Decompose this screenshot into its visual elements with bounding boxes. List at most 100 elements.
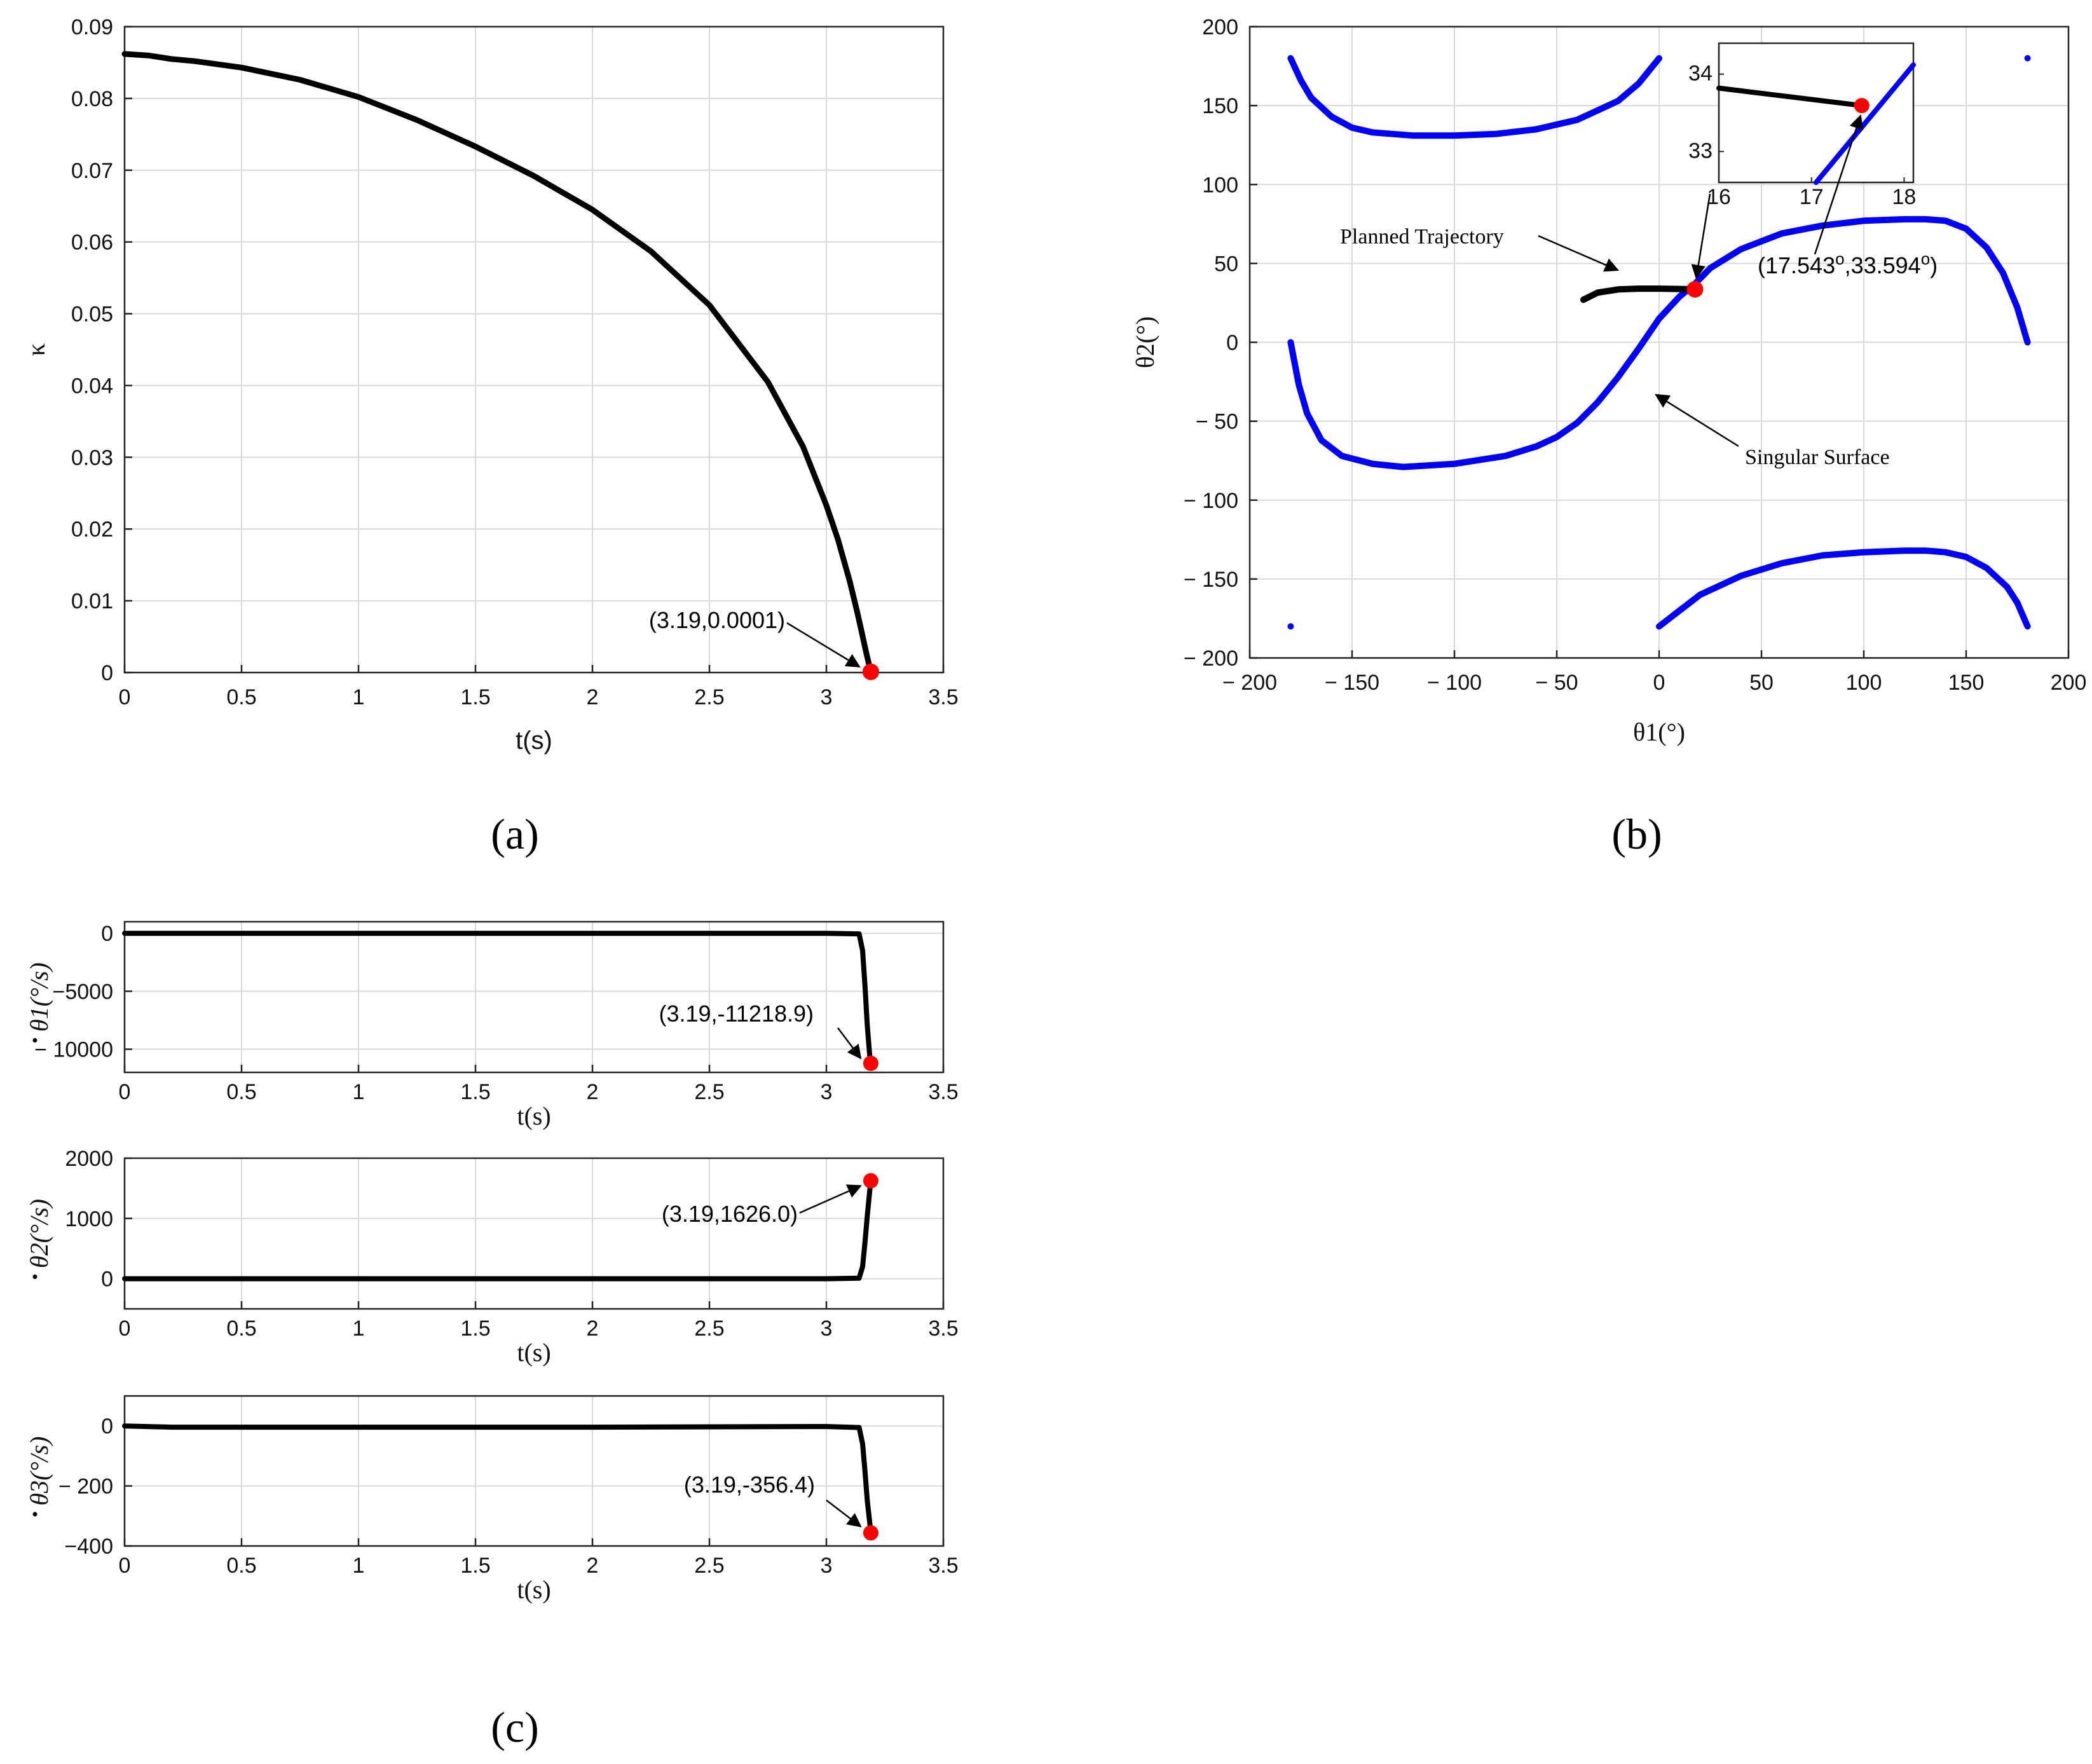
x-tick-label: − 200 <box>1222 671 1277 695</box>
series-line <box>122 1423 873 1536</box>
x-tick-label: 0.5 <box>226 1316 256 1341</box>
x-tick-label: 0 <box>1653 671 1665 695</box>
x-tick-label: 100 <box>1846 671 1882 695</box>
x-tick-label: 3 <box>821 1316 833 1341</box>
coordinate-part: ,33.594 <box>1845 252 1921 278</box>
x-tick-label: 0 <box>119 1316 131 1341</box>
isolated-point <box>2024 55 2031 62</box>
y-tick-label: 0 <box>1226 331 1238 355</box>
intersection-coordinate-label: (17.543o,33.594o) <box>1758 249 1938 278</box>
y-axis-label: θ3(°/s) <box>25 1437 53 1506</box>
endpoint-marker <box>863 1525 879 1541</box>
planned-trajectory-label: Planned Trajectory <box>1340 225 1504 249</box>
plot-area <box>125 27 943 673</box>
series-line <box>122 1178 873 1282</box>
panel-label-c: (c) <box>491 1703 538 1751</box>
y-tick-label: − 100 <box>1184 489 1238 513</box>
x-axis-label: θ1(°) <box>1633 718 1685 746</box>
plot-area <box>125 922 943 1072</box>
derivative-dot <box>32 1275 38 1279</box>
plot-area <box>125 1158 943 1309</box>
y-tick-label: 0.01 <box>71 589 113 613</box>
y-tick-label: 0.04 <box>71 374 113 398</box>
x-tick-label: 2 <box>587 1080 599 1104</box>
chart-theta-space: − 200 − 150 − 100 − 50 0 50 100 150 200 − 200 − 15… <box>1131 15 2086 746</box>
x-tick-label: 150 <box>1948 671 1985 695</box>
x-tick-label: 2.5 <box>694 1554 724 1578</box>
y-tick-label: 0.03 <box>71 446 113 470</box>
y-tick-label: 0.02 <box>71 517 113 542</box>
series-line <box>1580 285 1699 303</box>
inset-series-line <box>1716 85 1864 109</box>
inset-series-line <box>1814 62 1916 185</box>
series-line <box>1656 547 2031 630</box>
y-axis-label: θ1(°/s) <box>25 962 53 1032</box>
y-tick-label: 0 <box>101 1414 113 1439</box>
x-tick-label: 50 <box>1749 671 1774 695</box>
singular-surface-label: Singular Surface <box>1745 446 1890 469</box>
annotation-label: (3.19,1626.0) <box>662 1201 798 1227</box>
y-axis-label: θ2(°/s) <box>25 1199 53 1268</box>
annotation-arrow <box>786 622 861 668</box>
x-tick-label: 0 <box>119 1080 131 1104</box>
x-tick-label: 3 <box>821 685 833 709</box>
x-tick-label: 3 <box>821 1080 833 1104</box>
axes-frame <box>123 1395 945 1547</box>
singular-surface-arrow <box>1655 393 1739 448</box>
x-axis-label: t(s) <box>516 727 552 755</box>
series-line <box>1287 215 2031 470</box>
coordinate-part: ) <box>1930 252 1938 278</box>
x-tick-label: 3 <box>821 1554 833 1578</box>
inset-x-tick-label: 17 <box>1800 185 1824 209</box>
x-tick-label: 0 <box>119 1554 131 1578</box>
y-tick-label: 100 <box>1202 173 1238 197</box>
x-tick-label: 1 <box>353 1316 365 1341</box>
x-tick-label: 1.5 <box>460 685 490 709</box>
inset-x-tick-label: 16 <box>1707 185 1731 209</box>
y-tick-label: − 200 <box>58 1475 113 1499</box>
y-tick-label: 1000 <box>65 1207 113 1231</box>
planned-trajectory-arrow <box>1538 235 1620 272</box>
intersection-marker <box>1686 281 1704 298</box>
x-axis-label: t(s) <box>517 1575 550 1604</box>
endpoint-marker <box>863 1173 879 1189</box>
y-tick-label: 0 <box>101 1268 113 1292</box>
annotation-arrow <box>799 1184 862 1214</box>
coordinate-part: o <box>1921 249 1930 268</box>
x-tick-label: 2 <box>587 1554 599 1578</box>
y-tick-label: 50 <box>1214 252 1238 276</box>
x-tick-label: 1 <box>353 685 365 709</box>
x-axis-label: t(s) <box>517 1338 550 1367</box>
coordinate-part: o <box>1835 249 1844 268</box>
derivative-dot <box>32 1038 38 1043</box>
x-tick-label: 3.5 <box>928 1554 958 1578</box>
y-tick-label: 150 <box>1202 94 1238 118</box>
x-tick-label: 0.5 <box>226 1080 256 1104</box>
y-axis-label: θ2(°) <box>1131 317 1159 369</box>
series-line <box>121 51 874 675</box>
x-tick-label: 3.5 <box>928 685 958 709</box>
y-tick-label: 0.07 <box>71 159 113 183</box>
x-tick-label: 2 <box>587 685 599 709</box>
x-tick-label: 200 <box>2051 671 2087 695</box>
y-tick-label: 0.09 <box>71 15 113 39</box>
axes-frame <box>123 920 945 1074</box>
y-tick-label: − 150 <box>1184 568 1238 592</box>
inset-y-tick-label: 33 <box>1688 139 1713 163</box>
inset-y-tick-label: 34 <box>1688 62 1713 86</box>
series-line <box>1287 55 1662 139</box>
x-tick-label: 1.5 <box>460 1554 490 1578</box>
x-tick-label: − 150 <box>1325 671 1379 695</box>
y-tick-label: 0.06 <box>71 231 113 255</box>
annotation-label: (3.19,-356.4) <box>684 1472 815 1498</box>
chart-theta2-rate: 0 0.5 1 1.5 2 2.5 3 3.5 0 1000 2000 t(s) θ2(°/s) (3.1… <box>25 1147 959 1367</box>
x-tick-label: 2.5 <box>694 1080 724 1104</box>
series-line <box>122 931 873 1066</box>
inset-x-tick-label: 18 <box>1892 185 1917 209</box>
x-tick-label: 0.5 <box>226 685 256 709</box>
isolated-point <box>1287 623 1294 630</box>
annotation-arrow <box>837 1027 862 1060</box>
x-tick-label: 1.5 <box>460 1316 490 1341</box>
annotation-arrow <box>826 1500 862 1528</box>
